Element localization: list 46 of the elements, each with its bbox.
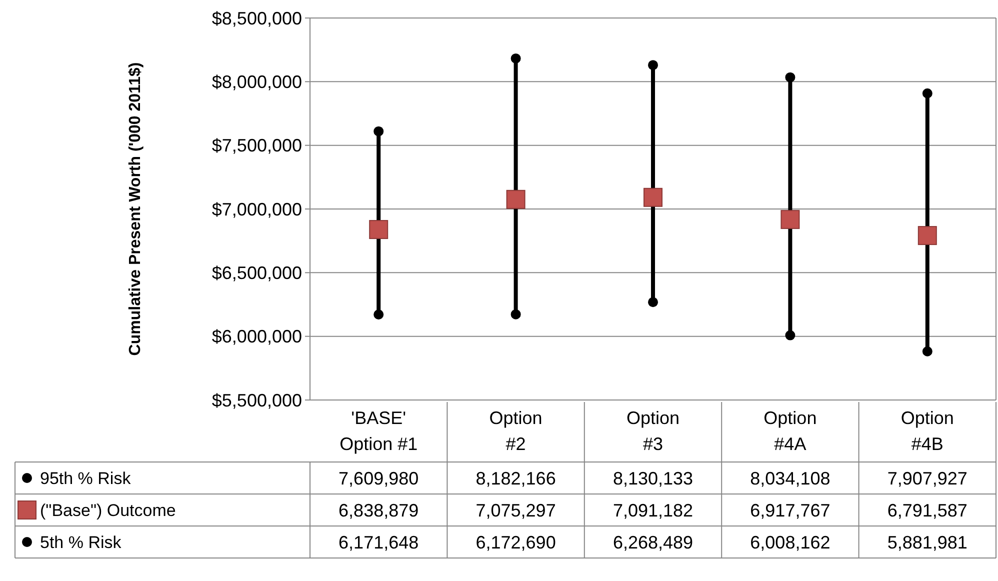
y-tick-label: $7,500,000 (212, 136, 302, 156)
point (780, 210, 800, 229)
point (648, 297, 658, 308)
point (374, 126, 384, 136)
x-tick-label: Option #2 (489, 408, 542, 454)
point (644, 188, 662, 207)
data-label: 6,008,162 (750, 532, 830, 552)
point (506, 190, 526, 209)
x-tick-label: 'BASE' Option #1 (340, 408, 418, 454)
x-tick-label: Option #3 (626, 408, 680, 454)
data-label: 6,791,587 (887, 500, 968, 520)
point (369, 220, 388, 240)
data-label: 6,171,648 (338, 532, 419, 552)
data-label: 5,881,981 (887, 532, 968, 552)
legend-label: 95th % Risk (40, 468, 132, 488)
data-label: 6,268,489 (612, 532, 694, 552)
point (918, 226, 937, 246)
y-axis-title: Cumulative Present Worth ('000 2011$) (127, 62, 144, 356)
point (510, 309, 521, 320)
point (785, 330, 796, 340)
y-tick-label: $8,000,000 (212, 72, 302, 92)
y-tick-label: $7,000,000 (212, 199, 302, 220)
point (785, 72, 796, 82)
point (374, 309, 384, 320)
y-tick-label: $6,000,000 (212, 326, 302, 347)
x-tick-label: Option #4B (900, 408, 954, 454)
data-label: 7,609,980 (338, 468, 419, 488)
legend-label: ("Base") Outcome (40, 500, 176, 520)
point (922, 88, 932, 98)
data-label: 6,917,767 (750, 500, 830, 520)
point (922, 346, 932, 356)
data-label: 8,034,108 (750, 468, 830, 488)
point (648, 60, 658, 70)
data-label: 6,172,690 (476, 532, 556, 552)
data-label: 7,091,182 (612, 500, 694, 520)
data-label: 8,182,166 (476, 468, 556, 488)
y-tick-label: $8,500,000 (212, 8, 302, 28)
legend-label: 5th % Risk (40, 532, 122, 552)
data-label: 7,907,927 (887, 468, 968, 488)
y-tick-label: $6,500,000 (212, 262, 302, 283)
data-label: 8,130,133 (612, 468, 694, 488)
x-tick-label: Option #4A (764, 408, 817, 454)
point (510, 53, 521, 64)
data-label: 6,838,879 (338, 500, 419, 520)
y-tick-label: $5,500,000 (212, 390, 302, 410)
data-label: 7,075,297 (476, 500, 556, 520)
